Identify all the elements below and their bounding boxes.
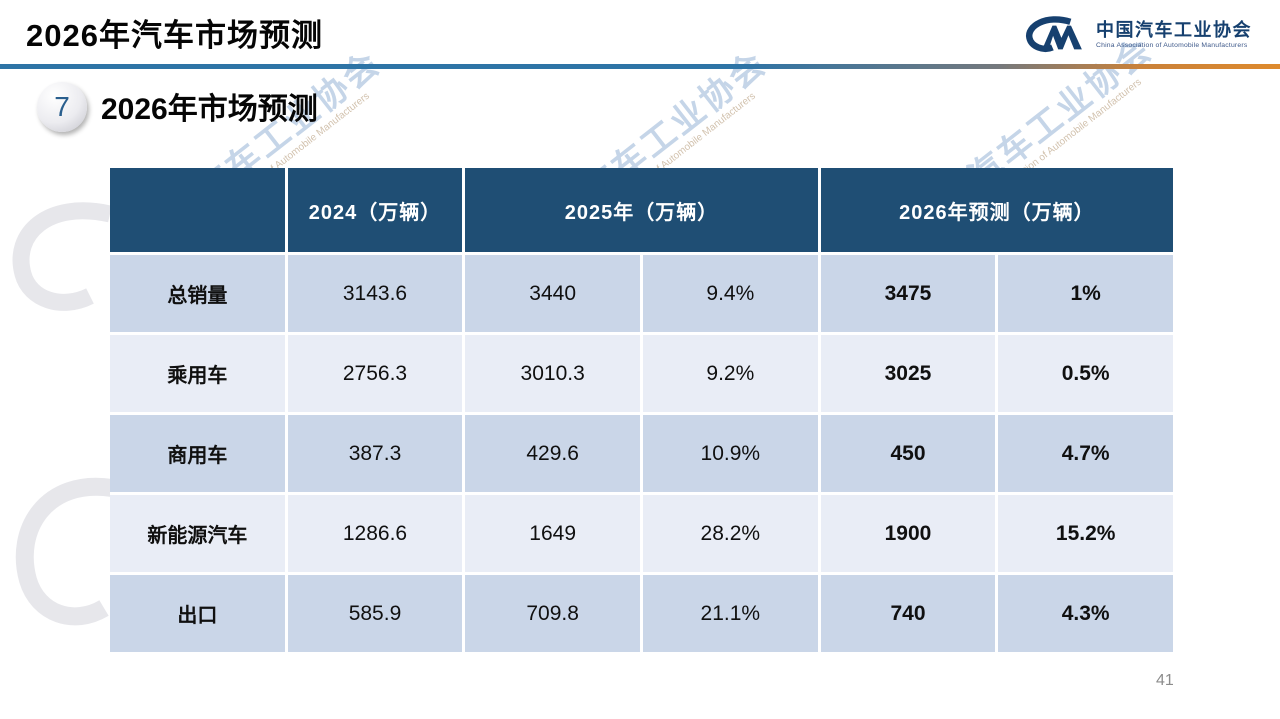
row-label: 出口 (110, 575, 285, 652)
cell-2025-value: 709.8 (465, 575, 640, 652)
cell-2025-growth: 9.4% (643, 255, 818, 332)
cell-2024-value: 1286.6 (287, 495, 463, 572)
cell-2026-growth: 1% (998, 255, 1173, 332)
cell-2025-growth: 28.2% (643, 495, 818, 572)
section-title: 2026年市场预测 (101, 93, 318, 126)
cell-2025-growth: 9.2% (643, 335, 818, 412)
caam-monogram-icon (1026, 16, 1082, 53)
cell-2025-value: 3010.3 (465, 335, 640, 412)
table-header-2024: 2024（万辆） (287, 168, 463, 252)
cell-2026-value: 3475 (820, 255, 996, 332)
caam-swoosh-watermark-icon (12, 202, 112, 311)
cell-2025-value: 3440 (465, 255, 640, 332)
table-header-blank (110, 168, 285, 252)
cell-2026-growth: 4.7% (998, 415, 1173, 492)
caam-logo: 中国汽车工业协会 China Association of Automobile… (1023, 13, 1252, 55)
cell-2026-growth: 0.5% (998, 335, 1173, 412)
forecast-table: 2024（万辆） 2025年（万辆） 2026年预测（万辆） 总销量 3143.… (110, 168, 1173, 652)
caam-name-cn: 中国汽车工业协会 (1096, 19, 1252, 40)
cell-2026-value: 3025 (820, 335, 996, 412)
caam-logo-text: 中国汽车工业协会 China Association of Automobile… (1096, 20, 1252, 49)
row-label: 新能源汽车 (110, 495, 285, 572)
page-number: 41 (1156, 672, 1174, 689)
cell-2025-growth: 10.9% (643, 415, 818, 492)
table-header-2025: 2025年（万辆） (465, 168, 818, 252)
section-number-badge: 7 (37, 82, 87, 132)
cell-2026-growth: 15.2% (998, 495, 1173, 572)
cell-2026-value: 1900 (820, 495, 996, 572)
slide-title: 2026年汽车市场预测 (26, 18, 323, 53)
cell-2026-value: 740 (820, 575, 996, 652)
caam-swoosh-watermark-icon (15, 477, 114, 626)
row-label: 乘用车 (110, 335, 285, 412)
row-label: 总销量 (110, 255, 285, 332)
cell-2025-value: 429.6 (465, 415, 640, 492)
cell-2026-growth: 4.3% (998, 575, 1173, 652)
cell-2025-growth: 21.1% (643, 575, 818, 652)
cell-2024-value: 585.9 (287, 575, 463, 652)
caam-name-en: China Association of Automobile Manufact… (1096, 41, 1248, 49)
cell-2024-value: 3143.6 (287, 255, 463, 332)
cell-2024-value: 387.3 (287, 415, 463, 492)
table-header-2026: 2026年预测（万辆） (820, 168, 1173, 252)
cell-2024-value: 2756.3 (287, 335, 463, 412)
title-divider-line (0, 64, 1280, 69)
cell-2026-value: 450 (820, 415, 996, 492)
row-label: 商用车 (110, 415, 285, 492)
cell-2025-value: 1649 (465, 495, 640, 572)
